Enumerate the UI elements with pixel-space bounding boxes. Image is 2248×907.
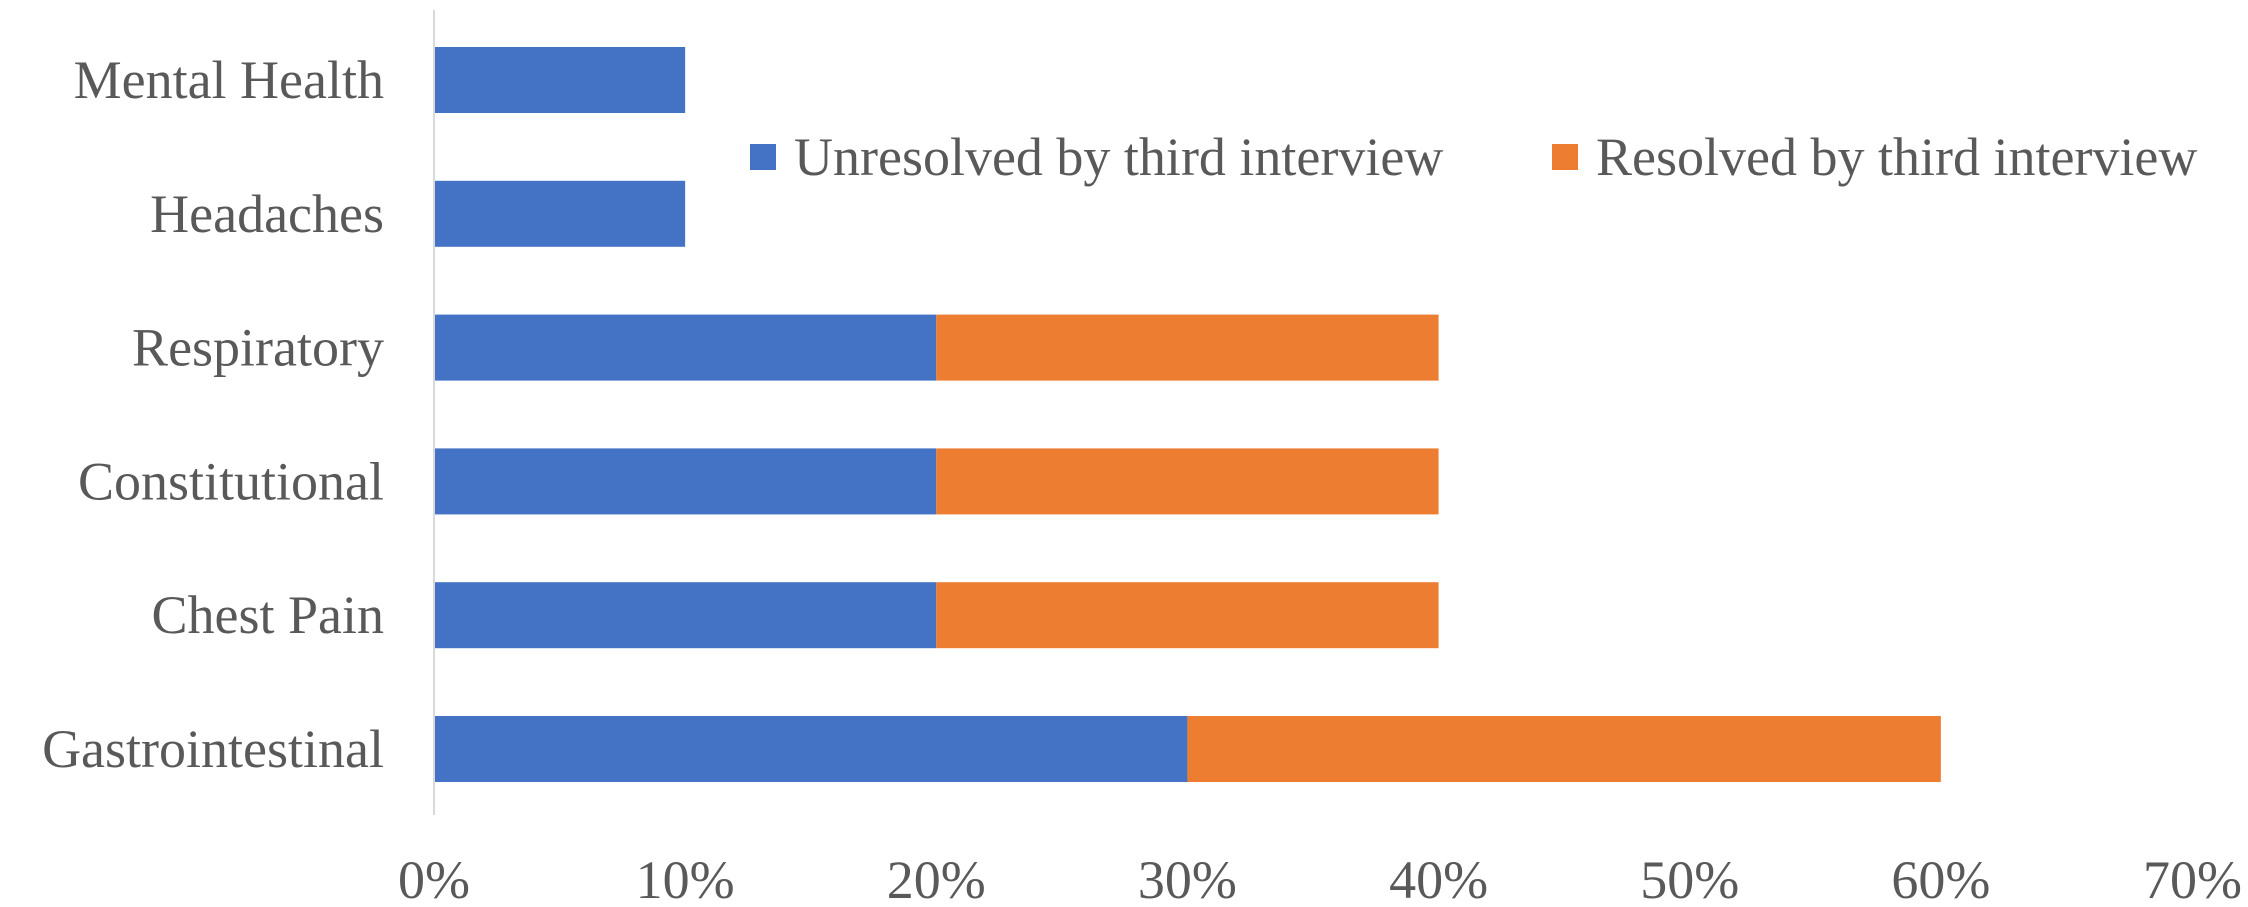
x-tick-label: 70% bbox=[2143, 850, 2242, 907]
legend-swatch-unresolved bbox=[750, 144, 776, 170]
x-tick-labels: 0% 10% 20% 30% 40% 50% 60% 70% bbox=[398, 850, 2242, 907]
category-label: Mental Health bbox=[74, 50, 384, 110]
x-tick-label: 60% bbox=[1891, 850, 1990, 907]
bar-resolved-chest-pain bbox=[936, 582, 1439, 649]
x-tick-label: 10% bbox=[636, 850, 735, 907]
category-label: Constitutional bbox=[78, 451, 384, 511]
legend-label-resolved: Resolved by third interview bbox=[1596, 127, 2197, 187]
x-tick-label: 0% bbox=[398, 850, 470, 907]
bar-resolved-respiratory bbox=[936, 314, 1439, 381]
bar-unresolved-respiratory bbox=[434, 314, 937, 381]
x-tick-label: 40% bbox=[1389, 850, 1488, 907]
bar-unresolved-constitutional bbox=[434, 448, 937, 515]
bar-unresolved-mental-health bbox=[434, 47, 686, 113]
legend: Unresolved by third interview Resolved by… bbox=[750, 127, 2197, 187]
bar-unresolved-headaches bbox=[434, 180, 686, 247]
category-label: Headaches bbox=[150, 184, 384, 244]
legend-label-unresolved: Unresolved by third interview bbox=[794, 127, 1443, 187]
legend-swatch-resolved bbox=[1552, 144, 1578, 170]
category-label: Gastrointestinal bbox=[42, 719, 384, 779]
x-tick-label: 20% bbox=[887, 850, 986, 907]
category-label: Respiratory bbox=[132, 318, 384, 378]
x-tick-label: 50% bbox=[1640, 850, 1739, 907]
bar-resolved-constitutional bbox=[936, 448, 1439, 515]
category-labels: Mental Health Headaches Respiratory Constit… bbox=[42, 50, 384, 779]
x-tick-label: 30% bbox=[1138, 850, 1237, 907]
category-label: Chest Pain bbox=[151, 585, 384, 645]
bar-unresolved-gastrointestinal bbox=[434, 716, 1188, 782]
bar-unresolved-chest-pain bbox=[434, 582, 937, 649]
bar-resolved-gastrointestinal bbox=[1187, 716, 1941, 782]
bars-group bbox=[434, 47, 1941, 782]
